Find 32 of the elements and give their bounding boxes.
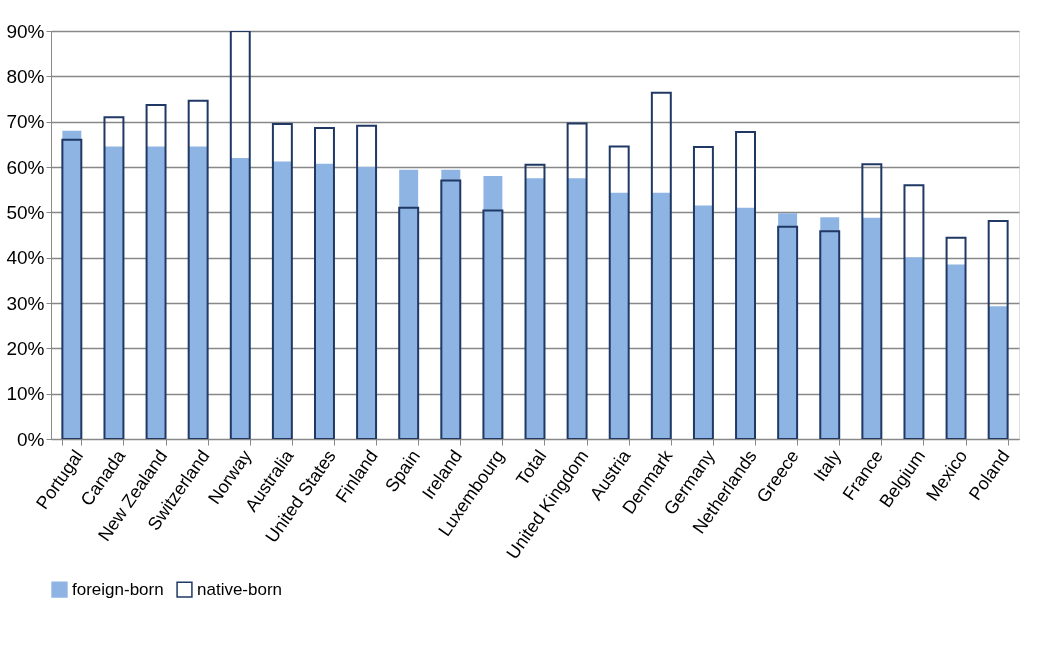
bar (145, 103, 167, 439)
bar (566, 122, 588, 439)
bar (398, 206, 420, 439)
bar (482, 209, 504, 439)
bar (271, 122, 293, 439)
y-tick-label: 0% (17, 428, 45, 450)
y-tick-label: 90% (6, 20, 45, 42)
legend-label: native-born (197, 579, 283, 599)
bar (187, 99, 209, 439)
y-tick-label: 30% (6, 292, 45, 314)
bar (314, 127, 335, 439)
bar (399, 169, 419, 439)
bar (692, 146, 714, 439)
y-tick-label: 50% (6, 201, 45, 223)
y-tick-label: 10% (6, 383, 45, 405)
bar (735, 131, 756, 439)
y-tick-label: 40% (6, 247, 45, 269)
bar (483, 176, 503, 439)
bar (650, 91, 672, 439)
y-tick-label: 80% (6, 65, 45, 87)
bar (103, 116, 125, 439)
y-tick-label: 70% (6, 111, 45, 133)
bar (608, 145, 630, 439)
bar (356, 124, 378, 439)
bar (987, 219, 1009, 439)
bar (861, 163, 883, 439)
bar (903, 184, 925, 439)
y-tick-label: 60% (6, 156, 45, 178)
y-tick-label: 20% (6, 337, 45, 359)
bar (229, 31, 251, 439)
legend-label: foreign-born (72, 579, 164, 599)
bar (945, 236, 967, 439)
